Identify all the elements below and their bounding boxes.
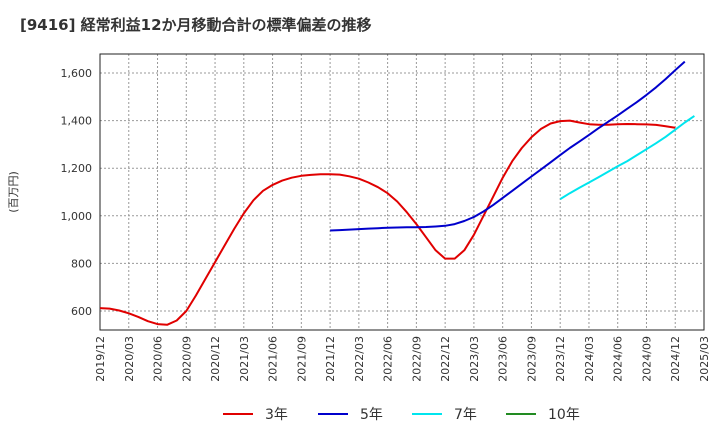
y-axis: 600 800 1,000 1,200 1,400 1,600 xyxy=(61,67,93,318)
x-tick-label: 2022/09 xyxy=(410,336,423,382)
y-tick-label: 1,600 xyxy=(61,67,93,80)
x-tick-label: 2023/09 xyxy=(525,336,538,382)
x-tick-label: 2020/12 xyxy=(209,336,222,382)
x-tick-label: 2024/12 xyxy=(669,336,682,382)
x-tick-label: 2020/03 xyxy=(123,336,136,382)
y-tick-label: 1,200 xyxy=(61,162,93,175)
x-tick-label: 2021/03 xyxy=(238,336,251,382)
x-tick-label: 2022/12 xyxy=(439,336,452,382)
legend-label: 7年 xyxy=(454,407,477,423)
x-tick-label: 2021/09 xyxy=(295,336,308,382)
x-tick-label: 2022/03 xyxy=(353,336,366,382)
x-tick-label: 2024/09 xyxy=(640,336,653,382)
x-tick-label: 2024/03 xyxy=(583,336,596,382)
grid xyxy=(100,54,704,330)
series-line-2 xyxy=(559,115,695,200)
y-tick-label: 1,400 xyxy=(61,115,93,128)
x-tick-label: 2023/03 xyxy=(468,336,481,382)
x-tick-label: 2023/12 xyxy=(554,336,567,382)
series-line-1 xyxy=(330,60,686,232)
legend-label: 5年 xyxy=(360,407,383,423)
x-tick-label: 2024/06 xyxy=(612,336,625,382)
plot-frame xyxy=(99,53,705,331)
x-tick-label: 2021/12 xyxy=(324,336,337,382)
y-axis-label: (百万円) xyxy=(7,171,20,213)
y-tick-label: 1,000 xyxy=(61,210,93,223)
x-tick-label: 2021/06 xyxy=(267,336,280,382)
y-tick-label: 800 xyxy=(71,257,92,270)
x-tick-label: 2023/06 xyxy=(497,336,510,382)
chart-title: [9416] 経常利益12か月移動合計の標準偏差の推移 xyxy=(20,16,372,34)
series-lines xyxy=(99,60,695,326)
x-tick-label: 2022/06 xyxy=(382,336,395,382)
legend: 3年 5年 7年 10年 xyxy=(223,407,580,423)
series-line-0 xyxy=(99,119,676,326)
legend-label: 3年 xyxy=(265,407,288,423)
x-tick-label: 2025/03 xyxy=(698,336,711,382)
x-tick-label: 2020/09 xyxy=(180,336,193,382)
x-axis: 2019/12 2020/03 2020/06 2020/09 2020/12 2021/… xyxy=(94,336,711,382)
x-tick-label: 2019/12 xyxy=(94,336,107,382)
x-tick-label: 2020/06 xyxy=(152,336,165,382)
y-tick-label: 600 xyxy=(71,305,92,318)
legend-label: 10年 xyxy=(548,407,580,423)
